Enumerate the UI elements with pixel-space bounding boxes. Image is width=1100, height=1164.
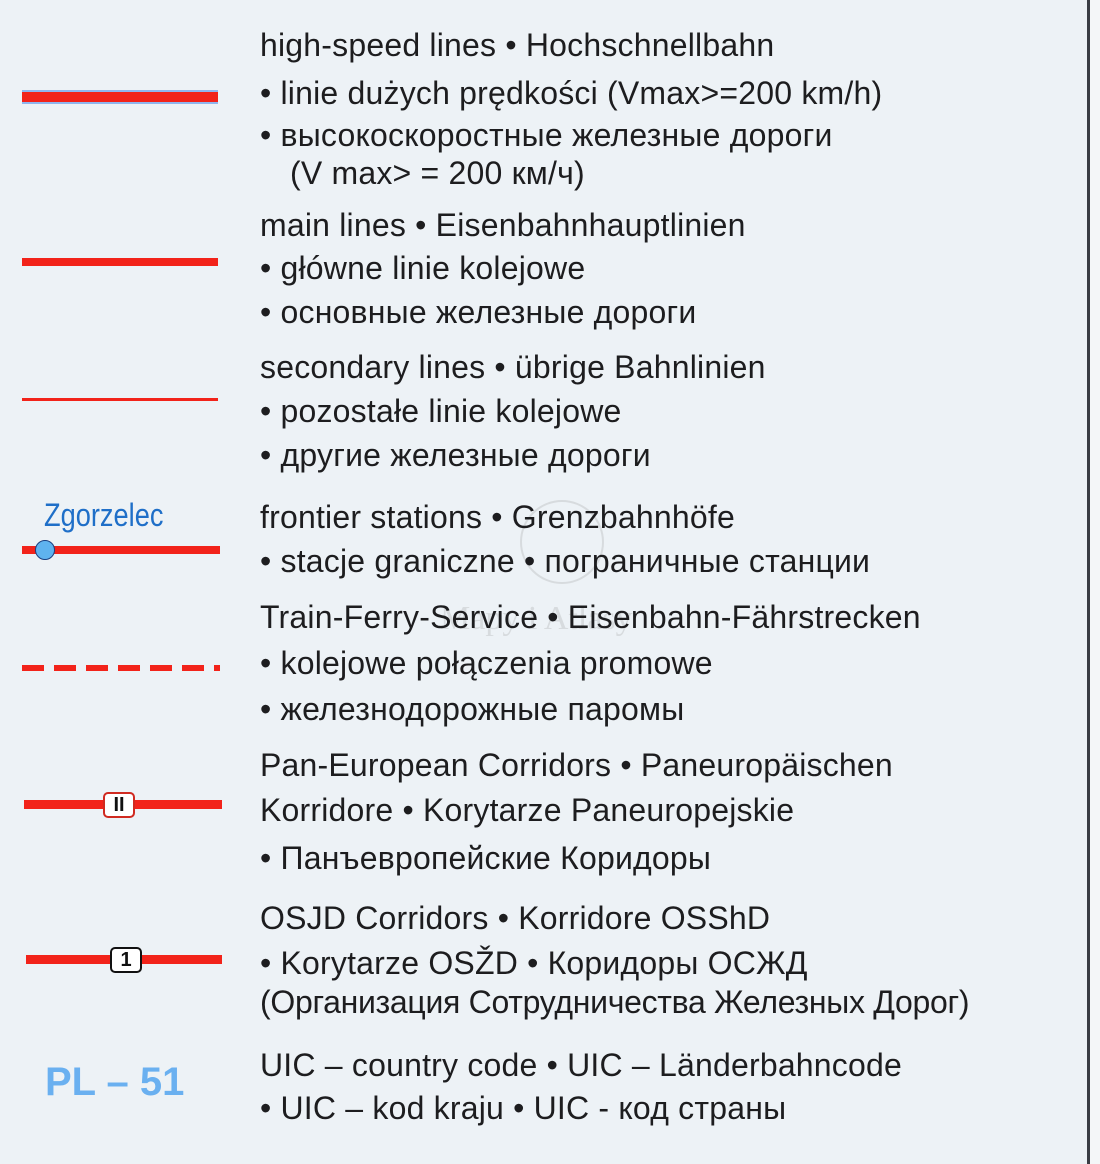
high-speed-ru: • высокоскоростные железные дороги [260,117,833,153]
high-speed-line-symbol [22,92,218,102]
osjd-title: OSJD Corridors • Korridore OSShD [260,900,771,936]
frontier-station-dot-icon [35,540,55,560]
main-lines-ru: • основные железные дороги [260,294,697,330]
pan-european-marker: II [103,792,135,818]
pan-european-de-pl: Korridore • Korytarze Paneuropejskie [260,792,795,828]
high-speed-ru-note: (V max> = 200 км/ч) [290,155,585,191]
frontier-station-label: Zgorzelec [44,497,164,533]
osjd-ru-note: (Организация Сотрудничества Железных Дор… [260,984,970,1020]
train-ferry-symbol [22,665,220,671]
uic-title: UIC – country code • UIC – Länderbahncod… [260,1047,902,1083]
ferry-ru: • железнодорожные паромы [260,691,685,727]
page-edge [1087,0,1090,1164]
frontier-pl-ru: • stacje graniczne • пограничные станции [260,543,871,579]
main-line-symbol [22,258,218,266]
frontier-title: frontier stations • Grenzbahnhöfe [260,499,735,535]
secondary-lines-title: secondary lines • übrige Bahnlinien [260,349,766,385]
uic-code-sample: PL – 51 [45,1060,185,1104]
high-speed-title: high-speed lines • Hochschnellbahn [260,27,775,63]
secondary-lines-ru: • другие железные дороги [260,437,651,473]
page-margin [1090,0,1100,1164]
watermark-globe-icon [520,500,604,584]
watermark: Mapy i Atlasy [440,600,633,637]
osjd-pl-ru: • Korytarze OSŽD • Коридоры ОСЖД [260,945,808,981]
ferry-title: Train-Ferry-Service • Eisenbahn-Fährstre… [260,599,921,635]
pan-european-ru: • Панъевропейские Коридоры [260,840,712,876]
secondary-lines-pl: • pozostałe linie kolejowe [260,393,622,429]
osjd-marker: 1 [110,947,142,973]
high-speed-pl: • linie dużych prędkości (Vmax>=200 km/h… [260,75,883,111]
frontier-line-symbol [22,546,220,554]
secondary-line-symbol [22,398,218,401]
pan-european-title: Pan-European Corridors • Paneuropäischen [260,747,893,783]
main-lines-pl: • główne linie kolejowe [260,250,586,286]
main-lines-title: main lines • Eisenbahnhauptlinien [260,207,746,243]
uic-pl-ru: • UIC – kod kraju • UIC - код страны [260,1090,787,1126]
ferry-pl: • kolejowe połączenia promowe [260,645,713,681]
